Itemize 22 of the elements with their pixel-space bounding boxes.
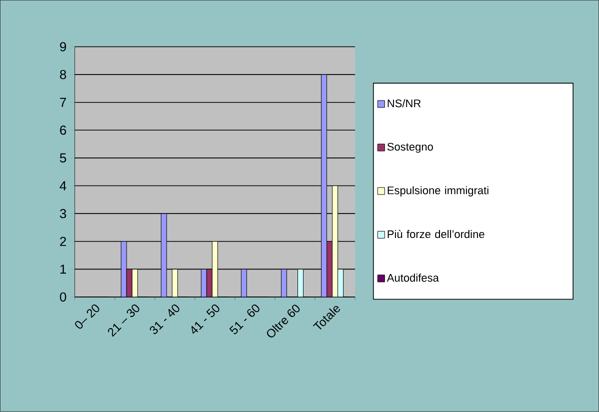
y-tick-label: 0: [60, 292, 66, 302]
y-tick-label: 4: [60, 181, 66, 190]
x-tick-label: 51 - 60: [229, 304, 260, 334]
x-tick-label: 41 - 50: [191, 304, 220, 334]
y-tick-label: 1: [60, 264, 66, 274]
y-tick-label: 3: [60, 209, 66, 218]
bar: [326, 241, 333, 298]
y-tick-label: 2: [60, 236, 66, 246]
y-tick-label: 5: [60, 154, 66, 163]
y-tick-label: 8: [60, 70, 66, 80]
y-tick-label: 6: [60, 126, 66, 135]
y-tick-label: 9: [60, 42, 66, 52]
x-tick-label: Oltre 60: [266, 304, 300, 338]
legend-label: Espulsione immigrati: [388, 186, 488, 197]
legend-label: Autodifesa: [386, 274, 439, 282]
legend-label: Più forze dell’ordine: [388, 230, 484, 238]
x-tick-label: 31 - 40: [150, 304, 180, 334]
legend-label: Sostegno: [387, 142, 433, 153]
legend-label: NS/NR: [388, 99, 421, 108]
x-tick-label: 21 – 30: [108, 304, 140, 337]
y-tick-label: 7: [60, 98, 66, 107]
x-tick-label: 0– 20: [75, 304, 100, 329]
